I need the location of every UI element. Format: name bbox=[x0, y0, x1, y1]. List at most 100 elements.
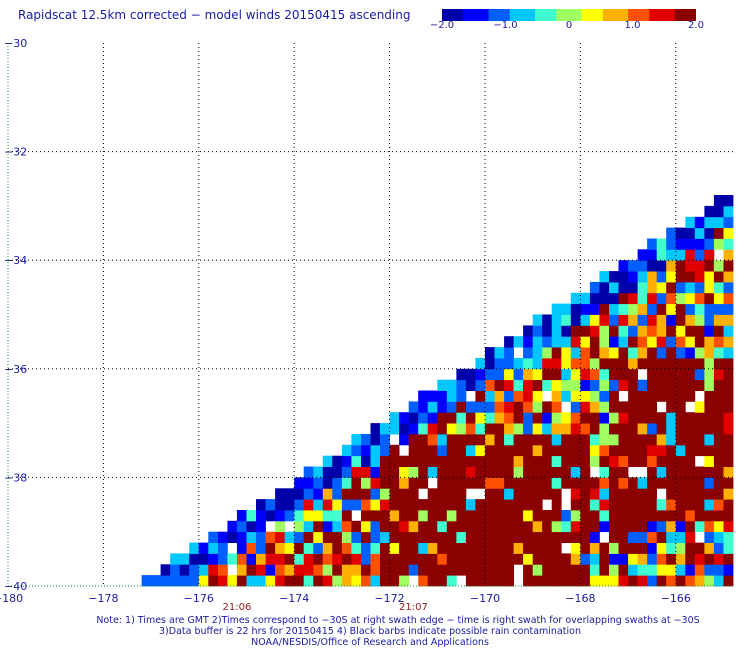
colorbar-segment bbox=[450, 9, 456, 21]
heatmap-cell bbox=[609, 325, 619, 337]
heatmap-cell bbox=[513, 368, 524, 381]
heatmap-cell bbox=[637, 510, 648, 522]
heatmap-cell bbox=[628, 444, 638, 457]
heatmap-cell bbox=[618, 434, 629, 446]
heatmap-cell bbox=[647, 542, 657, 554]
heatmap-cell bbox=[570, 401, 581, 413]
heatmap-cell bbox=[284, 499, 295, 511]
heatmap-cell bbox=[599, 412, 610, 424]
heatmap-cell bbox=[465, 455, 476, 467]
heatmap-cell bbox=[570, 423, 581, 435]
heatmap-cell bbox=[389, 531, 400, 543]
heatmap-cell bbox=[361, 499, 371, 511]
heatmap-cell bbox=[322, 510, 333, 522]
heatmap-cell bbox=[246, 531, 257, 543]
heatmap-cell bbox=[551, 466, 562, 478]
colorbar bbox=[442, 9, 696, 21]
heatmap-cell bbox=[570, 466, 581, 478]
heatmap-cell bbox=[599, 542, 610, 554]
heatmap-cell bbox=[713, 434, 724, 446]
heatmap-cell bbox=[322, 466, 333, 478]
heatmap-cell bbox=[647, 325, 657, 337]
heatmap-cell bbox=[284, 488, 295, 500]
heatmap-cell bbox=[370, 520, 381, 533]
heatmap-cell bbox=[599, 314, 610, 326]
heatmap-cell bbox=[494, 434, 505, 446]
heatmap-cell bbox=[713, 499, 724, 511]
heatmap-cell bbox=[647, 531, 657, 543]
heatmap-cell bbox=[256, 499, 266, 511]
heatmap-cell bbox=[694, 423, 705, 435]
heatmap-cell bbox=[389, 575, 400, 587]
heatmap-cell bbox=[551, 542, 562, 554]
heatmap-cell bbox=[561, 564, 572, 576]
heatmap-cell bbox=[685, 379, 696, 391]
heatmap-cell bbox=[694, 466, 705, 478]
heatmap-cell bbox=[380, 575, 390, 587]
heatmap-cell bbox=[666, 390, 677, 402]
heatmap-cell bbox=[332, 520, 343, 533]
heatmap-cell bbox=[475, 466, 486, 478]
heatmap-cell bbox=[485, 401, 495, 413]
heatmap-cell bbox=[485, 455, 495, 467]
heatmap-cell bbox=[494, 488, 505, 500]
heatmap-cell bbox=[246, 542, 257, 554]
heatmap-cell bbox=[341, 510, 352, 522]
heatmap-cell bbox=[380, 564, 390, 576]
heatmap-cell bbox=[647, 336, 657, 348]
heatmap-cell bbox=[446, 379, 457, 391]
heatmap-cell bbox=[656, 520, 667, 533]
heatmap-cell bbox=[446, 423, 457, 435]
heatmap-cell bbox=[532, 477, 543, 489]
heatmap-cell bbox=[389, 520, 400, 533]
colorbar-segment bbox=[458, 9, 464, 21]
heatmap-cell bbox=[532, 466, 543, 478]
heatmap-cell bbox=[675, 412, 686, 424]
heatmap-cell bbox=[599, 401, 610, 413]
heatmap-cell bbox=[570, 434, 581, 446]
heatmap-cell bbox=[303, 499, 314, 511]
heatmap-cell bbox=[685, 260, 696, 272]
heatmap-cell bbox=[475, 434, 486, 446]
heatmap-cell bbox=[370, 466, 381, 478]
heatmap-cell bbox=[265, 564, 276, 576]
heatmap-cell bbox=[275, 499, 285, 511]
heatmap-cell bbox=[418, 499, 429, 511]
heatmap-cell bbox=[713, 314, 724, 326]
colorbar-segment bbox=[539, 9, 545, 21]
heatmap-cell bbox=[427, 564, 438, 576]
colorbar-segment bbox=[581, 9, 587, 21]
heatmap-cell bbox=[570, 390, 581, 402]
heatmap-cell bbox=[494, 542, 505, 554]
heatmap-cell bbox=[284, 531, 295, 543]
heatmap-cell bbox=[694, 238, 705, 250]
heatmap-cell bbox=[580, 303, 591, 315]
heatmap-cell bbox=[532, 314, 543, 326]
x-tick-label: −178 bbox=[88, 592, 118, 605]
heatmap-cell bbox=[437, 499, 448, 511]
heatmap-cell bbox=[217, 575, 228, 587]
heatmap-cell bbox=[609, 510, 619, 522]
heatmap-cell bbox=[561, 379, 572, 391]
heatmap-cell bbox=[704, 510, 715, 522]
time-labels: 21:06 21:07 bbox=[223, 602, 428, 613]
heatmap-cell bbox=[437, 575, 448, 587]
heatmap-cell bbox=[656, 303, 667, 315]
heatmap-cell bbox=[580, 379, 591, 391]
heatmap-cell bbox=[637, 281, 648, 294]
heatmap-cell bbox=[504, 477, 514, 489]
heatmap-cell bbox=[523, 575, 533, 587]
heatmap-cell bbox=[685, 292, 696, 305]
heatmap-cell bbox=[704, 542, 715, 554]
heatmap-cell bbox=[618, 281, 629, 294]
heatmap-cell bbox=[551, 368, 562, 381]
heatmap-cell bbox=[723, 347, 734, 359]
heatmap-cell bbox=[322, 575, 333, 587]
heatmap-cell bbox=[485, 553, 495, 565]
heatmap-cell bbox=[389, 444, 400, 457]
heatmap-cell bbox=[551, 444, 562, 457]
heatmap-cell bbox=[628, 455, 638, 467]
heatmap-cell bbox=[656, 260, 667, 272]
heatmap-cell bbox=[628, 401, 638, 413]
heatmap-cell bbox=[694, 249, 705, 261]
